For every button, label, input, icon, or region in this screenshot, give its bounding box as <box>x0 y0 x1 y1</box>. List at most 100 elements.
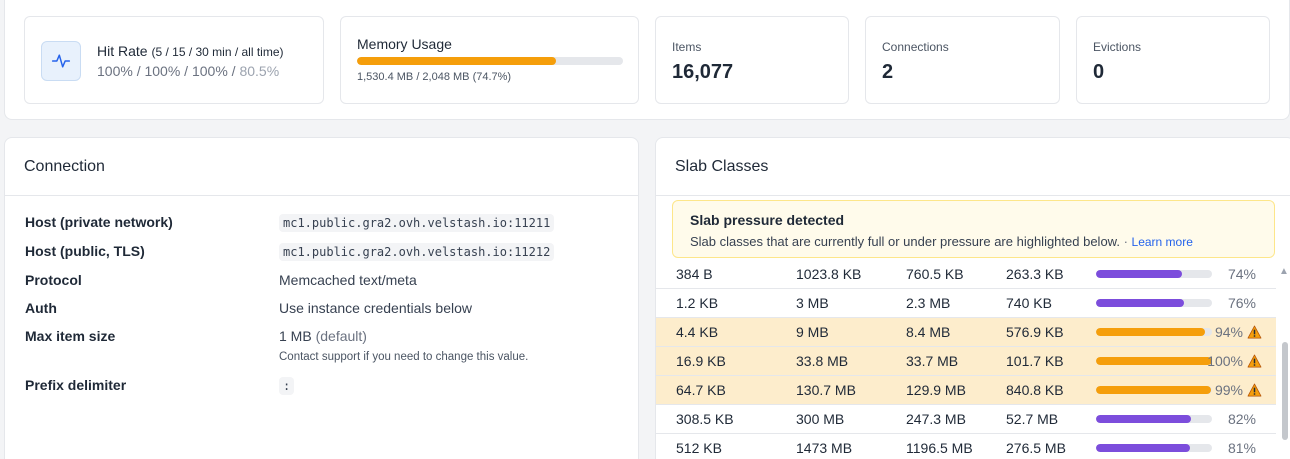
slab-usage-fill <box>1096 386 1211 394</box>
connection-panel-title: Connection <box>5 138 638 196</box>
hit-rate-all-time: 80.5% <box>239 63 280 79</box>
slab-used: 2.3 MB <box>906 295 951 311</box>
slab-row: 512 KB 1473 MB 1196.5 MB 276.5 MB 81% <box>656 434 1276 459</box>
slab-usage-bar <box>1096 386 1212 394</box>
slab-usage-bar <box>1096 444 1212 452</box>
slab-used: 129.9 MB <box>906 382 966 398</box>
slab-total: 130.7 MB <box>796 382 856 398</box>
slab-used: 33.7 MB <box>906 353 959 369</box>
memory-usage-fill <box>357 57 556 65</box>
slab-total: 1473 MB <box>796 440 853 456</box>
slab-total: 33.8 MB <box>796 353 849 369</box>
slab-chunk-size: 64.7 KB <box>676 382 726 398</box>
slab-row: 384 B 1023.8 KB 760.5 KB 263.3 KB 74% <box>656 260 1276 289</box>
memory-usage-detail: 1,530.4 MB / 2,048 MB (74.7%) <box>357 71 512 83</box>
auth-value: Use instance credentials below <box>279 300 472 316</box>
slab-usage-bar <box>1096 415 1212 423</box>
slab-free: 840.8 KB <box>1006 382 1064 398</box>
evictions-value: 0 <box>1093 61 1105 83</box>
slab-usage-fill <box>1096 328 1206 336</box>
slab-chunk-size: 1.2 KB <box>676 295 719 311</box>
hit-rate-30min: 100% <box>191 63 228 79</box>
evictions-card: Evictions 0 <box>1076 16 1270 104</box>
slab-free: 576.9 KB <box>1006 324 1064 340</box>
slab-usage-fill <box>1096 299 1185 307</box>
slab-usage-fill <box>1096 270 1182 278</box>
protocol-label: Protocol <box>25 272 82 288</box>
slab-free: 740 KB <box>1006 295 1052 311</box>
slab-row: 1.2 KB 3 MB 2.3 MB 740 KB 76% <box>656 289 1276 318</box>
slab-usage-percent: 99% <box>1215 382 1262 398</box>
prefix-delimiter-label: Prefix delimiter <box>25 377 127 393</box>
slab-usage-bar <box>1096 270 1212 278</box>
slab-usage-percent: 94% <box>1215 324 1262 340</box>
slab-pressure-alert: Slab pressure detected Slab classes that… <box>672 200 1275 258</box>
slab-row: 64.7 KB 130.7 MB 129.9 MB 840.8 KB 99% <box>656 376 1276 405</box>
host-public-value[interactable]: mc1.public.gra2.ovh.velstash.io:11212 <box>279 243 555 261</box>
slab-chunk-size: 308.5 KB <box>676 411 734 427</box>
slab-row: 308.5 KB 300 MB 247.3 MB 52.7 MB 82% <box>656 405 1276 434</box>
slab-classes-title: Slab Classes <box>656 138 1290 196</box>
host-private-value[interactable]: mc1.public.gra2.ovh.velstash.io:11211 <box>279 214 555 232</box>
slab-usage-percent: 100% <box>1207 353 1262 369</box>
hit-rate-title: Hit Rate (5 / 15 / 30 min / all time) <box>97 43 284 59</box>
alert-title: Slab pressure detected <box>690 212 845 228</box>
slab-usage-bar <box>1096 299 1212 307</box>
hit-rate-subtitle: (5 / 15 / 30 min / all time) <box>151 45 284 59</box>
max-item-size-default: (default) <box>315 328 367 344</box>
hit-rate-15min: 100% <box>144 63 181 79</box>
hit-rate-label: Hit Rate <box>97 43 148 59</box>
hit-rate-values: 100% / 100% / 100% / 80.5% <box>97 63 280 79</box>
connections-card: Connections 2 <box>865 16 1060 104</box>
slab-usage-bar <box>1096 357 1212 365</box>
slab-row: 16.9 KB 33.8 MB 33.7 MB 101.7 KB 100% <box>656 347 1276 376</box>
slab-used: 247.3 MB <box>906 411 966 427</box>
slab-chunk-size: 16.9 KB <box>676 353 726 369</box>
slab-free: 101.7 KB <box>1006 353 1064 369</box>
warning-icon <box>1247 325 1262 339</box>
items-label: Items <box>672 40 702 54</box>
scroll-up-arrow-icon[interactable]: ▲ <box>1279 266 1289 277</box>
slab-total: 300 MB <box>796 411 845 427</box>
slab-usage-fill <box>1096 415 1192 423</box>
max-item-size-hint: Contact support if you need to change th… <box>279 351 529 363</box>
max-item-size-label: Max item size <box>25 328 116 344</box>
hit-rate-5min: 100% <box>97 63 133 79</box>
alert-body: Slab classes that are currently full or … <box>690 234 1193 249</box>
slab-chunk-size: 384 B <box>676 266 713 282</box>
slab-usage-percent: 82% <box>1227 411 1256 427</box>
max-item-size-value: 1 MB (default) <box>279 328 367 344</box>
slab-used: 1196.5 MB <box>906 440 973 456</box>
slab-total: 3 MB <box>796 295 829 311</box>
slab-row: 4.4 KB 9 MB 8.4 MB 576.9 KB 94% <box>656 318 1276 347</box>
slab-usage-percent: 74% <box>1227 266 1256 282</box>
slab-free: 52.7 MB <box>1006 411 1059 427</box>
scrollbar-thumb[interactable] <box>1282 342 1288 440</box>
slab-table: 384 B 1023.8 KB 760.5 KB 263.3 KB 74% 1.2 KB 3… <box>656 260 1276 459</box>
evictions-label: Evictions <box>1093 40 1142 54</box>
activity-icon <box>41 41 81 81</box>
slab-chunk-size: 512 KB <box>676 440 722 456</box>
slab-usage-fill <box>1096 357 1212 365</box>
slab-usage-percent: 76% <box>1227 295 1256 311</box>
slab-total: 9 MB <box>796 324 829 340</box>
slab-usage-fill <box>1096 444 1190 452</box>
scrollbar[interactable]: ▲ <box>1274 260 1290 459</box>
slab-free: 263.3 KB <box>1006 266 1064 282</box>
learn-more-link[interactable]: Learn more <box>1131 235 1193 249</box>
slab-usage-bar <box>1096 328 1212 336</box>
slab-usage-percent: 81% <box>1227 440 1256 456</box>
connections-label: Connections <box>882 40 949 54</box>
auth-label: Auth <box>25 300 57 316</box>
prefix-delimiter-value[interactable]: : <box>279 377 295 395</box>
host-public-label: Host (public, TLS) <box>25 243 145 259</box>
slab-used: 760.5 KB <box>906 266 964 282</box>
connections-value: 2 <box>882 61 894 83</box>
slab-total: 1023.8 KB <box>796 266 862 282</box>
hit-rate-card: Hit Rate (5 / 15 / 30 min / all time) 10… <box>24 16 324 104</box>
host-private-label: Host (private network) <box>25 214 173 230</box>
items-value: 16,077 <box>672 61 734 83</box>
memory-usage-title: Memory Usage <box>357 36 452 52</box>
memory-usage-card: Memory Usage 1,530.4 MB / 2,048 MB (74.7… <box>340 16 639 104</box>
memory-usage-bar <box>357 57 623 65</box>
